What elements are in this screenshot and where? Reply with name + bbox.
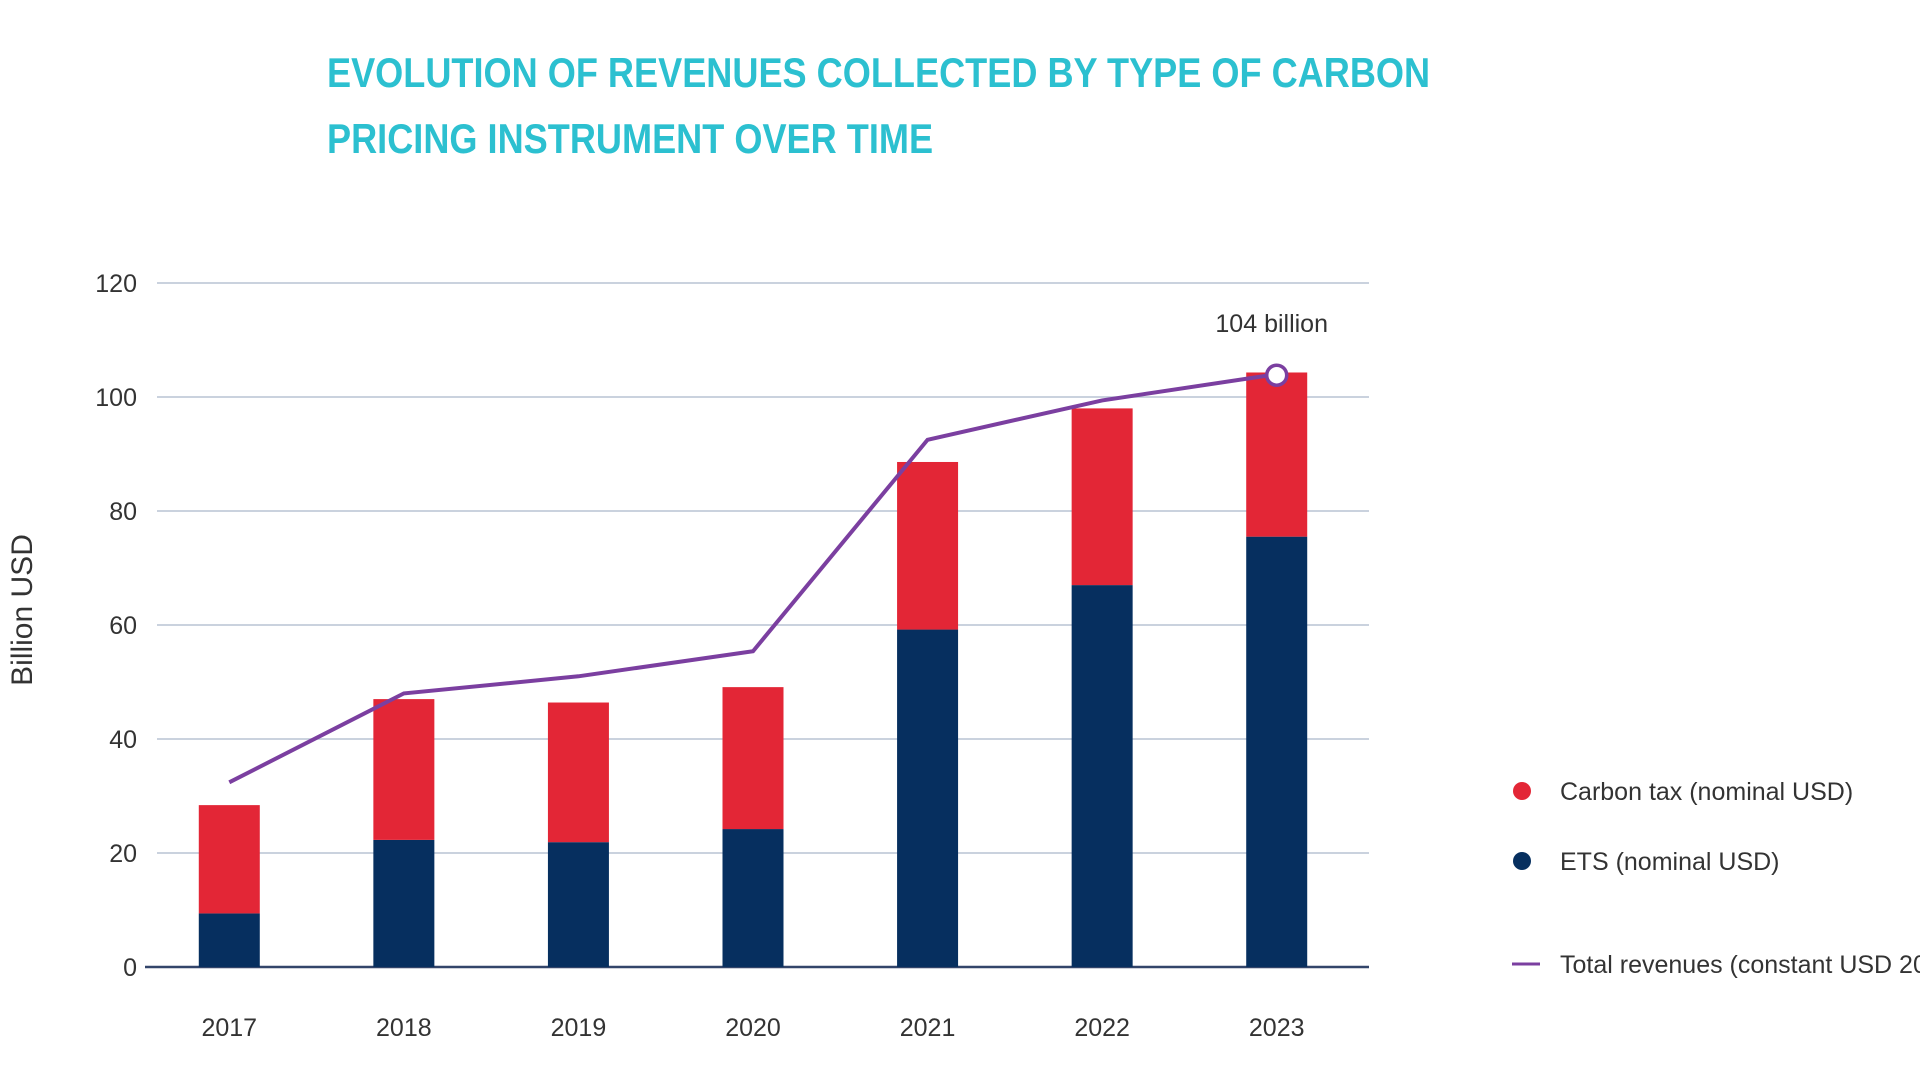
bar-ets [722, 829, 784, 967]
bar-carbon-tax [198, 805, 260, 914]
x-tick-label: 2023 [1249, 1014, 1305, 1042]
x-tick-label: 2020 [725, 1014, 781, 1042]
annotation-104-billion: 104 billion [1215, 310, 1328, 338]
bar-carbon-tax [547, 702, 609, 843]
bar-ets [1071, 585, 1133, 967]
y-tick-label: 40 [109, 726, 137, 754]
legend-total-revenues: Total revenues (constant USD 202 [1560, 951, 1920, 979]
total-revenues-line [228, 372, 1278, 785]
bar-ets [897, 629, 959, 967]
bar-ets [547, 842, 609, 967]
legend-ets: ETS (nominal USD) [1560, 848, 1780, 876]
legend-carbon-tax-icon [1513, 782, 1531, 800]
y-tick-label: 0 [123, 954, 137, 982]
bar-carbon-tax [897, 461, 959, 630]
y-tick-label: 20 [109, 840, 137, 868]
total-2023-marker [1264, 363, 1289, 387]
bar-ets [373, 839, 435, 967]
y-axis-label: Billion USD [6, 534, 39, 686]
chart-title: EVOLUTION OF REVENUES COLLECTED BY TYPE … [327, 40, 1430, 172]
y-tick-label: 60 [109, 612, 137, 640]
legend-carbon-tax: Carbon tax (nominal USD) [1560, 778, 1853, 806]
x-tick-label: 2018 [376, 1014, 432, 1042]
y-tick-label: 100 [95, 384, 137, 412]
chart-title-line-1: EVOLUTION OF REVENUES COLLECTED BY TYPE … [327, 49, 1431, 96]
y-tick-label: 120 [95, 270, 137, 298]
bar-ets [1246, 536, 1308, 967]
y-tick-label: 80 [109, 498, 137, 526]
bar-carbon-tax [722, 687, 784, 830]
legend-ets-icon [1513, 852, 1531, 870]
bar-carbon-tax [373, 699, 435, 840]
bar-carbon-tax [1071, 408, 1133, 586]
x-tick-label: 2022 [1074, 1014, 1130, 1042]
x-tick-label: 2019 [551, 1014, 607, 1042]
x-tick-label: 2017 [201, 1014, 257, 1042]
chart-title-line-2: PRICING INSTRUMENT OVER TIME [327, 115, 934, 162]
bar-ets [198, 913, 260, 967]
x-tick-label: 2021 [900, 1014, 956, 1042]
bar-carbon-tax [1246, 372, 1308, 537]
